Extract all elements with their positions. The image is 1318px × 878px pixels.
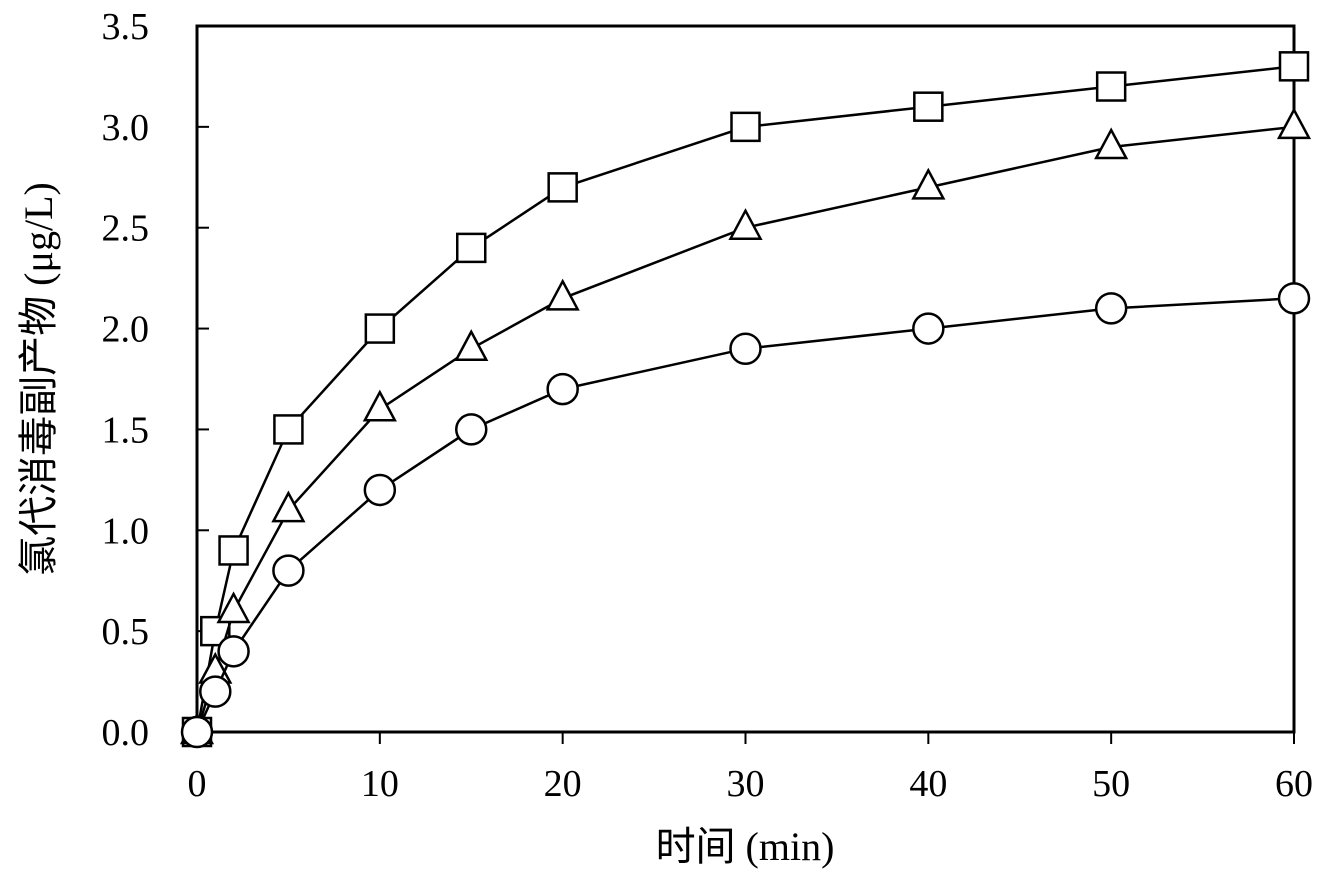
data-point-square (218, 535, 249, 566)
data-point-square (1278, 51, 1310, 82)
x-tick-label: 20 (544, 763, 582, 805)
data-point-square (456, 232, 487, 264)
data-point-circle (912, 312, 945, 345)
data-point-circle (363, 473, 397, 507)
y-tick-label: 3.0 (102, 107, 150, 149)
x-axis-ticks: 0 10 20 30 40 50 60 (188, 732, 1313, 805)
series-layer (179, 51, 1312, 749)
data-point-square (730, 111, 761, 143)
data-point-triangle (1094, 127, 1129, 160)
data-point-circle (1277, 282, 1311, 315)
data-point-circle (180, 715, 214, 749)
data-point-triangle (271, 490, 306, 523)
data-point-triangle (545, 278, 580, 311)
data-point-circle (546, 372, 579, 406)
data-point-circle (199, 675, 232, 708)
data-point-square (364, 313, 396, 344)
data-point-circle (272, 554, 305, 587)
data-point-triangle (216, 591, 251, 624)
series-triangle (179, 107, 1312, 745)
y-tick-label: 0.5 (102, 611, 150, 653)
x-tick-label: 60 (1275, 763, 1313, 805)
data-point-circle (455, 413, 488, 446)
series-line-square (195, 65, 1295, 733)
y-tick-label: 1.0 (102, 510, 150, 552)
x-tick-label: 30 (727, 763, 765, 805)
y-tick-label: 3.5 (102, 6, 150, 48)
y-tick-label: 2.0 (102, 309, 150, 351)
data-point-triangle (454, 329, 489, 361)
y-axis-title: 氯代消毒副产物 (μg/L) (16, 182, 61, 576)
data-point-square (547, 172, 578, 203)
data-point-square (273, 414, 304, 445)
data-point-triangle (911, 167, 946, 200)
data-point-square (1095, 71, 1127, 102)
series-circle (180, 282, 1311, 749)
series-square (181, 51, 1310, 748)
data-point-triangle (728, 208, 763, 240)
x-axis-title: 时间 (min) (656, 824, 835, 869)
data-point-triangle (362, 389, 397, 422)
data-point-square (913, 91, 944, 122)
data-point-triangle (1276, 107, 1312, 140)
y-axis-ticks: 0.0 0.5 1.0 1.5 2.0 2.5 3.0 3.5 (102, 6, 209, 754)
y-tick-label: 1.5 (102, 409, 150, 451)
y-tick-label: 2.5 (102, 208, 150, 250)
x-tick-label: 0 (188, 763, 207, 805)
data-point-circle (729, 332, 762, 365)
data-point-circle (217, 635, 250, 668)
x-tick-label: 50 (1092, 763, 1130, 805)
data-point-circle (1094, 292, 1128, 325)
x-tick-label: 10 (361, 763, 399, 805)
x-tick-label: 40 (909, 763, 947, 805)
y-tick-label: 0.0 (102, 712, 150, 754)
